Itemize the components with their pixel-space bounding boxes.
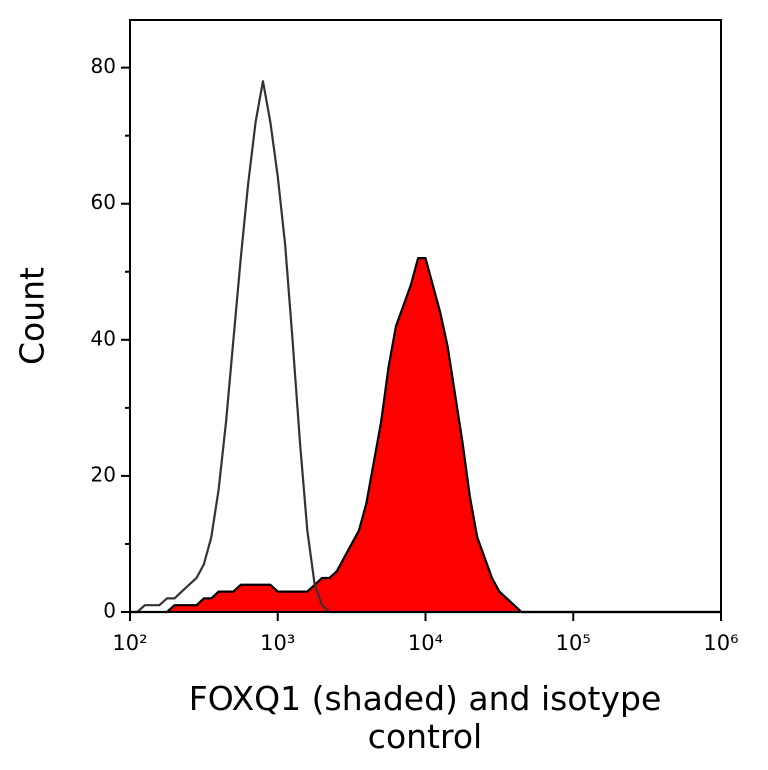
- y-axis-label: Count: [13, 267, 52, 365]
- y-tick-label: 0: [103, 599, 116, 623]
- histogram-area: [130, 258, 721, 612]
- x-tick-label: 10⁶: [703, 631, 738, 655]
- y-tick-label: 20: [91, 462, 116, 486]
- x-tick-label: 10⁵: [556, 631, 591, 655]
- y-tick-label: 80: [91, 54, 116, 78]
- x-axis-label: FOXQ1 (shaded) and isotype control: [188, 679, 662, 756]
- y-tick-label: 40: [91, 326, 116, 350]
- x-tick-label: 10³: [260, 631, 295, 655]
- histogram-outline: [130, 257, 721, 614]
- y-tick-label: 60: [91, 190, 116, 214]
- x-tick-label: 10⁴: [408, 631, 443, 655]
- x-tick-label: 10²: [112, 631, 147, 655]
